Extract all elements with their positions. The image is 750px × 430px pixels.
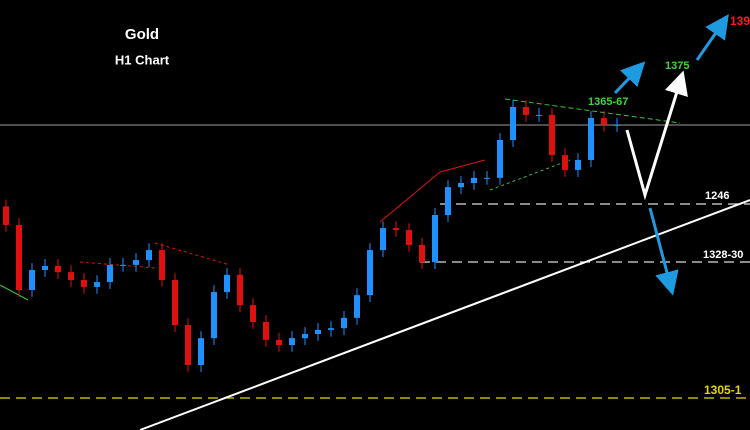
candle-body xyxy=(120,264,126,266)
candle-body xyxy=(406,230,412,245)
level-label: 1246 xyxy=(705,190,729,202)
projection-arrows xyxy=(613,14,729,296)
candle-body xyxy=(159,250,165,281)
trend-line xyxy=(139,199,750,430)
candle-body xyxy=(237,274,243,306)
candle-body xyxy=(172,280,178,326)
candle-body xyxy=(302,334,308,339)
candle-body xyxy=(55,265,61,273)
candle-body xyxy=(354,295,360,318)
candle-body xyxy=(510,106,516,141)
level-label: 139 xyxy=(730,14,750,28)
candle-body xyxy=(367,250,373,296)
candle-body xyxy=(16,224,22,290)
candle-body xyxy=(419,244,425,263)
pattern-line xyxy=(154,242,231,266)
candle-body xyxy=(107,264,113,283)
candle-body xyxy=(341,317,347,329)
projection-path xyxy=(625,70,688,201)
candle-body xyxy=(133,260,139,265)
candle-body xyxy=(276,339,282,346)
candle-body xyxy=(549,114,555,156)
candles xyxy=(3,100,620,372)
candle-body xyxy=(393,228,399,231)
up-arrow xyxy=(695,14,729,61)
candle-body xyxy=(523,106,529,115)
candle-body xyxy=(289,338,295,346)
candle-body xyxy=(497,140,503,178)
candle-body xyxy=(185,325,191,365)
candle-body xyxy=(211,292,217,339)
pattern-line xyxy=(0,284,29,301)
chart-title: Gold xyxy=(125,26,159,43)
candle-body xyxy=(562,155,568,170)
candle-body xyxy=(224,274,230,293)
candle-body xyxy=(575,159,581,170)
candle-body xyxy=(601,117,607,125)
pattern-line xyxy=(439,159,486,173)
candle-body xyxy=(380,228,386,251)
candle-body xyxy=(94,282,100,287)
candle-body xyxy=(432,215,438,263)
up-arrow xyxy=(613,61,646,95)
candle-body xyxy=(614,124,620,126)
candle-body xyxy=(328,328,334,330)
candle-body xyxy=(458,183,464,188)
level-label: 1375 xyxy=(665,60,689,72)
candle-body xyxy=(81,280,87,287)
candle-body xyxy=(484,177,490,179)
candle-body xyxy=(146,250,152,261)
level-label: 1328-30 xyxy=(703,249,743,261)
candle-body xyxy=(315,329,321,335)
candle-body xyxy=(3,206,9,225)
wedge-line xyxy=(504,98,681,124)
pattern-line xyxy=(379,171,441,223)
candle-body xyxy=(445,187,451,215)
level-label: 1305-1 xyxy=(704,383,742,397)
chart-subtitle: H1 Chart xyxy=(115,52,170,67)
candle-body xyxy=(588,117,594,160)
pattern-line xyxy=(489,159,571,191)
candle-body xyxy=(263,321,269,340)
candle-body xyxy=(198,338,204,365)
candle-body xyxy=(471,177,477,184)
pattern-line xyxy=(79,261,156,269)
candle-body xyxy=(42,265,48,271)
candle-body xyxy=(68,272,74,281)
candle-body xyxy=(536,114,542,116)
level-lines xyxy=(0,98,750,430)
candle-body xyxy=(250,305,256,322)
candle-body xyxy=(29,270,35,290)
level-label: 1365-67 xyxy=(588,96,628,108)
down-arrow xyxy=(648,207,679,296)
